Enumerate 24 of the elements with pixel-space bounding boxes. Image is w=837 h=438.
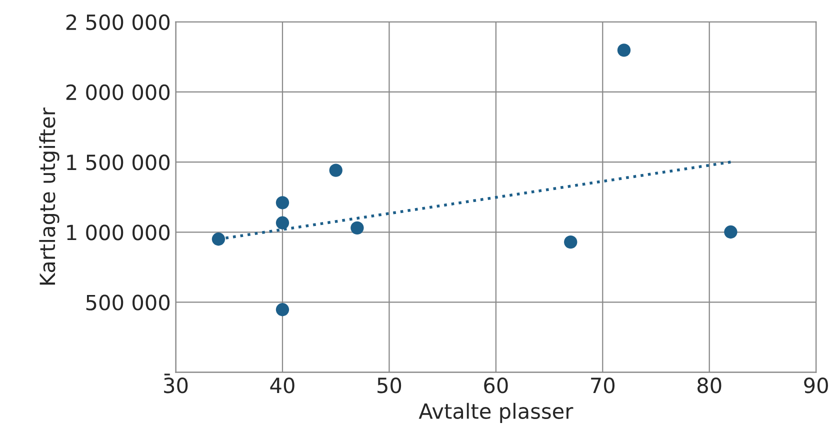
x-tick-label: 50 xyxy=(378,378,402,394)
x-tick-label: 30 xyxy=(164,378,188,394)
point xyxy=(724,225,738,239)
point xyxy=(276,196,290,210)
point xyxy=(276,303,290,316)
y-tick-label: - xyxy=(164,374,170,376)
point xyxy=(564,236,578,249)
point xyxy=(617,44,631,57)
y-axis-title: Kartlagte utgifter xyxy=(39,108,60,285)
y-tick-label: 1 500 000 xyxy=(67,154,170,170)
x-tick-label: 80 xyxy=(698,378,722,394)
y-tick-label: 1 000 000 xyxy=(67,224,170,240)
point xyxy=(212,232,226,246)
y-tick-label: 2 500 000 xyxy=(66,14,170,30)
x-tick-label: 60 xyxy=(484,378,508,394)
y-tick-label: 500 000 xyxy=(86,294,170,310)
x-tick-label: 40 xyxy=(270,378,294,394)
point xyxy=(350,221,364,235)
x-axis-title: Avtalte plasser xyxy=(418,402,574,424)
point xyxy=(276,216,290,230)
x-tick-label: 90 xyxy=(804,378,828,394)
x-tick-label: 70 xyxy=(591,378,615,394)
y-tick-label: 2 000 000 xyxy=(66,84,170,100)
point xyxy=(329,164,342,177)
